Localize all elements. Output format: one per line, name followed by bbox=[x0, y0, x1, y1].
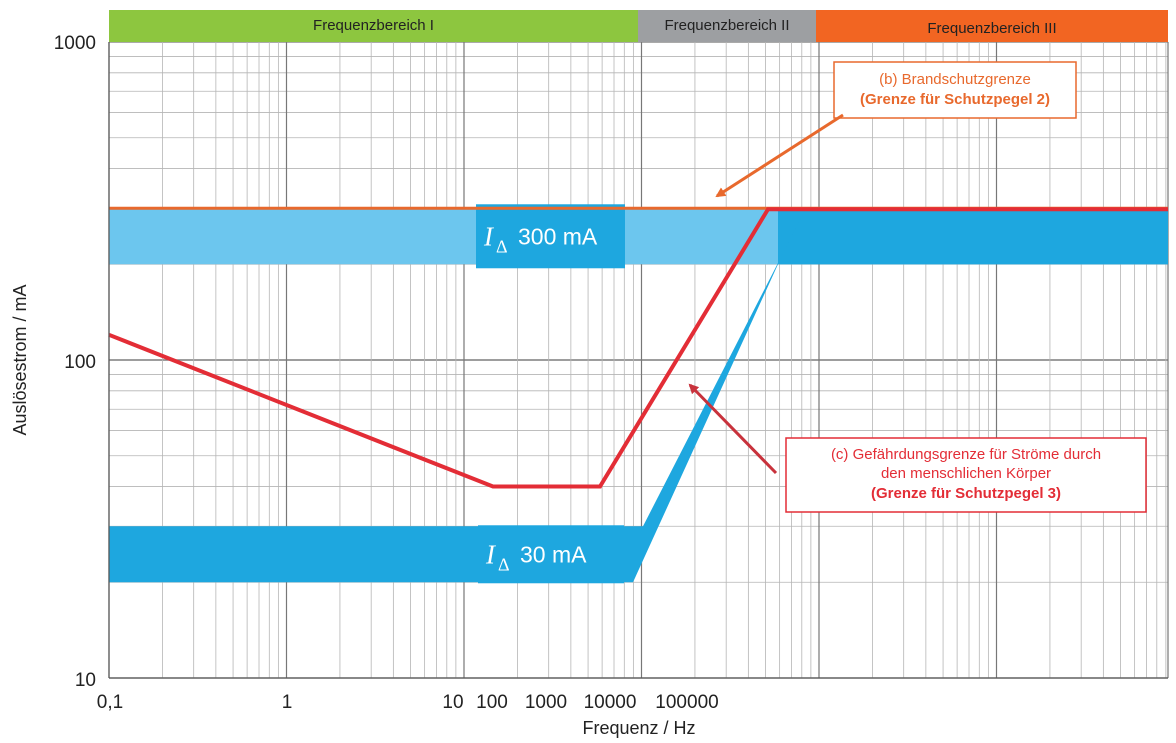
band-30ma-symbol: I bbox=[485, 539, 497, 569]
x-tick-label-0-1: 0,1 bbox=[97, 692, 123, 713]
x-tick-label-1: 1 bbox=[282, 692, 293, 713]
annotation-c-box bbox=[785, 437, 1147, 513]
annotation-c-line-2: den menschlichen Körper bbox=[881, 465, 1051, 482]
x-tick-label-100000: 100000 bbox=[655, 692, 718, 713]
band-300ma-label-box: I Δ 300 mA bbox=[476, 204, 625, 269]
y-tick-label-100: 100 bbox=[64, 352, 96, 373]
frequency-range-header: Frequenzbereich I Frequenzbereich II Fre… bbox=[109, 10, 1168, 42]
band-300ma-light bbox=[109, 208, 778, 265]
frequency-range-2-bar bbox=[638, 10, 816, 42]
annotation-b-line-2: (Grenze für Schutzpegel 2) bbox=[860, 91, 1050, 108]
annotation-b-box bbox=[833, 61, 1077, 119]
band-30ma-subscript: Δ bbox=[498, 554, 510, 574]
annotation-c-line-1: (c) Gefährdungsgrenze für Ströme durch bbox=[831, 446, 1101, 463]
band-30ma-label-box: I Δ 30 mA bbox=[478, 525, 624, 584]
band-30ma-value: 30 mA bbox=[520, 541, 587, 567]
band-300ma-symbol: I bbox=[483, 221, 495, 251]
annotation-b-arrow bbox=[715, 113, 844, 198]
band-300ma-subscript: Δ bbox=[496, 236, 508, 256]
x-tick-label-1000: 1000 bbox=[525, 692, 567, 713]
annotation-c-line-3: (Grenze für Schutzpegel 3) bbox=[871, 485, 1061, 502]
y-tick-label-1000: 1000 bbox=[54, 33, 96, 54]
y-axis-title: Auslösestrom / mA bbox=[10, 284, 30, 435]
annotation-fire-protection: (b) Brandschutzgrenze (Grenze für Schutz… bbox=[715, 61, 1077, 198]
frequency-range-1-label: Frequenzbereich I bbox=[313, 17, 434, 34]
hazard-limit-line bbox=[108, 207, 1168, 489]
grid bbox=[108, 41, 1169, 679]
frequency-range-3-bar bbox=[816, 10, 1168, 42]
annotation-b-line-1: (b) Brandschutzgrenze bbox=[879, 71, 1031, 88]
x-tick-label-10000: 10000 bbox=[584, 692, 637, 713]
band-300ma-value: 300 mA bbox=[518, 223, 598, 249]
band-30ma bbox=[109, 208, 1168, 583]
annotation-c-arrow bbox=[688, 383, 778, 475]
y-tick-label-10: 10 bbox=[75, 670, 96, 691]
x-tick-label-100: 100 bbox=[476, 692, 508, 713]
band-300ma-label-bg bbox=[476, 204, 625, 269]
frequency-range-2-label: Frequenzbereich II bbox=[664, 17, 789, 34]
band-30ma-label-bg bbox=[478, 525, 624, 584]
frequency-range-1-bar bbox=[109, 10, 638, 42]
frequency-range-3-label: Frequenzbereich III bbox=[927, 20, 1056, 37]
x-tick-label-10: 10 bbox=[442, 692, 463, 713]
annotation-hazard: (c) Gefährdungsgrenze für Ströme durch d… bbox=[688, 383, 1147, 513]
x-axis-title: Frequenz / Hz bbox=[582, 718, 695, 738]
